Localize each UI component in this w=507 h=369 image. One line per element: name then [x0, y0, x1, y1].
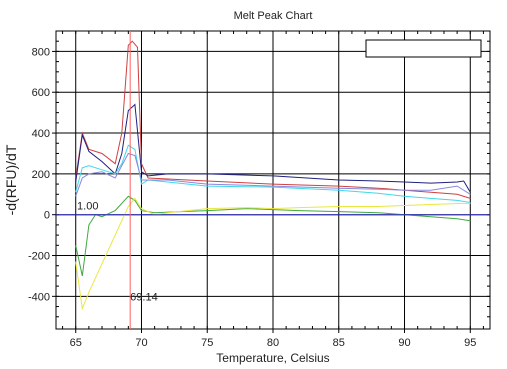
x-tick-label: 90	[398, 337, 410, 349]
y-tick-label: 200	[32, 169, 50, 181]
series-line-4	[75, 152, 471, 197]
legend	[365, 39, 482, 58]
x-tick-label: 70	[135, 337, 147, 349]
x-axis-title: Temperature, Celsius	[216, 351, 329, 365]
y-tick-label: 800	[32, 46, 50, 58]
series-line-6	[75, 197, 471, 311]
x-tick-label: 95	[464, 337, 476, 349]
y-tick-label: 0	[44, 210, 50, 222]
y-axis-title: -d(RFU)/dT	[3, 144, 19, 215]
y-tick-label: -200	[28, 251, 50, 263]
axis-ticks	[52, 30, 490, 333]
y-tick-labels: -400 -200 0 200 400 600 800	[28, 46, 50, 303]
y-tick-label: 400	[32, 128, 50, 140]
y-tick-label: -400	[28, 291, 50, 303]
y-tick-label: 600	[32, 87, 50, 99]
threshold-label: 1.00	[77, 201, 98, 213]
series-lines	[75, 40, 471, 311]
x-tick-label: 75	[201, 337, 213, 349]
x-tick-labels: 65 70 75 80 85 90 95	[70, 337, 477, 349]
peak-marker-label: 69.14	[130, 291, 158, 303]
x-tick-label: 65	[70, 337, 82, 349]
series-line-2	[75, 103, 471, 193]
x-tick-label: 80	[267, 337, 279, 349]
x-tick-label: 85	[333, 337, 345, 349]
chart-title: Melt Peak Chart	[234, 10, 313, 22]
